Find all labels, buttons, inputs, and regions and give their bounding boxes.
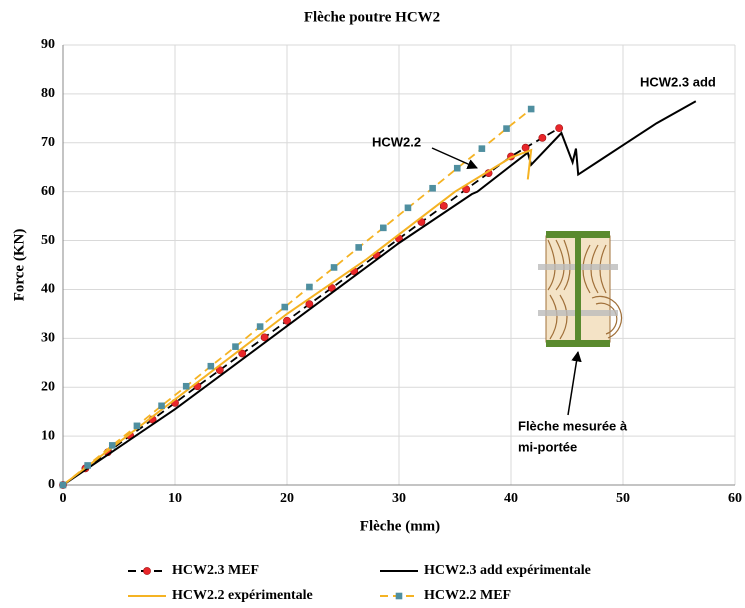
y-tick-label: 40: [41, 282, 55, 297]
data-point: [380, 224, 387, 232]
data-point: [281, 303, 289, 311]
y-tick-label: 0: [48, 477, 55, 492]
legend-label: HCW2.3 MEF: [172, 563, 259, 578]
data-point: [453, 164, 461, 172]
data-point: [182, 382, 190, 390]
x-tick-label: 30: [392, 491, 406, 506]
data-point: [305, 300, 314, 309]
data-point: [330, 264, 338, 271]
legend-label: HCW2.3 add expérimentale: [424, 563, 591, 578]
data-point: [260, 333, 269, 342]
legend: HCW2.3 MEF HCW2.3 add expérimentale HCW2.2…: [128, 563, 591, 603]
y-tick-label: 70: [41, 135, 55, 150]
data-point: [306, 283, 313, 291]
x-tick-label: 0: [60, 491, 67, 506]
data-point: [503, 125, 510, 132]
annotation: HCW2.3 add: [640, 74, 716, 89]
y-tick-label: 60: [41, 184, 55, 199]
y-tick-label: 50: [41, 233, 55, 248]
data-point: [158, 402, 165, 410]
annotation-arrow: [431, 147, 478, 169]
legend-marker: [395, 592, 403, 600]
y-axis-label: Force (KN): [11, 229, 27, 302]
data-point: [59, 481, 67, 489]
data-point: [478, 145, 486, 152]
data-point: [207, 362, 215, 370]
series-line: [62, 127, 560, 486]
y-tick-label: 80: [41, 86, 55, 101]
y-tick-label: 30: [41, 331, 55, 346]
data-point: [527, 105, 535, 113]
plot: [59, 100, 697, 489]
chart-title: Flèche poutre HCW2: [304, 9, 440, 25]
y-tick-label: 10: [41, 428, 55, 443]
x-tick-label: 60: [728, 491, 742, 506]
data-point: [429, 184, 436, 192]
x-axis-label: Flèche (mm): [360, 518, 440, 534]
beam-illustration: [538, 231, 623, 347]
x-tick-label: 10: [168, 491, 182, 506]
x-tick-label: 40: [504, 491, 518, 506]
y-tick-label: 20: [41, 379, 55, 394]
legend-label: HCW2.2 MEF: [424, 588, 511, 603]
x-tick-label: 50: [616, 491, 630, 506]
annotation-arrow: [567, 350, 582, 416]
annotation: HCW2.2: [372, 134, 421, 149]
data-point: [555, 124, 564, 133]
data-point: [404, 204, 412, 212]
data-point: [133, 422, 141, 430]
data-point: [84, 462, 91, 469]
annotation: Flèche mesurée à: [518, 418, 628, 433]
data-point: [283, 316, 291, 325]
y-tick-label: 90: [41, 37, 55, 52]
data-point: [232, 343, 239, 350]
series-line: [62, 100, 697, 486]
series-line: [62, 148, 533, 486]
data-point: [238, 349, 247, 358]
data-point: [256, 323, 264, 330]
legend-marker: [143, 567, 151, 575]
data-point: [215, 366, 224, 375]
grid: 0 10 20 30 40 50 60 70 80 90 0 10 20 30 40 50 60: [41, 37, 742, 506]
x-tick-label: 20: [280, 491, 294, 506]
data-point: [108, 442, 116, 449]
data-point: [355, 244, 362, 251]
data-point: [439, 201, 448, 210]
data-point: [327, 284, 336, 292]
annotation: mi-portée: [518, 439, 577, 454]
legend-label: HCW2.2 expérimentale: [172, 588, 313, 603]
data-point: [538, 133, 547, 142]
series-line: [62, 108, 532, 486]
